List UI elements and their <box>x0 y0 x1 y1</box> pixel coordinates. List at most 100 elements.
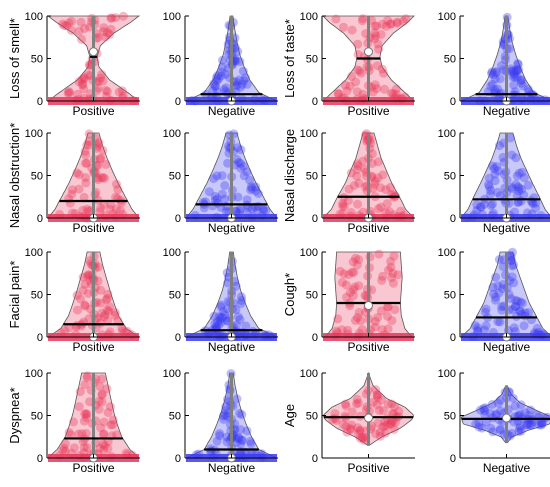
data-point <box>352 313 362 323</box>
data-point <box>111 192 121 202</box>
x-tick-label: Positive <box>72 104 114 118</box>
violin-panel-3: 0 50 100 Positive Loss of taste* <box>282 11 416 118</box>
data-point <box>98 145 108 155</box>
data-point <box>213 71 223 80</box>
data-point <box>101 159 111 169</box>
data-point <box>346 168 356 178</box>
data-point <box>247 184 257 193</box>
data-point <box>339 22 348 32</box>
data-point <box>506 251 516 261</box>
data-point <box>341 399 350 409</box>
data-point <box>372 390 382 400</box>
data-point <box>246 182 256 192</box>
data-point <box>230 81 240 91</box>
data-point <box>354 281 364 291</box>
y-tick-label: 50 <box>306 290 318 302</box>
data-point <box>355 433 365 443</box>
data-point <box>69 417 78 427</box>
data-point <box>85 256 95 266</box>
data-point <box>77 429 87 439</box>
data-point <box>76 294 85 304</box>
data-point <box>231 438 241 448</box>
median-marker <box>502 413 511 423</box>
data-point <box>376 395 386 405</box>
data-point <box>354 255 364 265</box>
data-point <box>333 314 343 324</box>
data-point <box>381 185 391 195</box>
data-point <box>353 199 362 209</box>
data-point <box>513 59 523 69</box>
x-tick-label: Positive <box>347 340 389 354</box>
data-point <box>211 81 221 91</box>
data-point <box>108 420 118 430</box>
y-tick-label: 100 <box>300 247 318 259</box>
data-point <box>219 414 229 424</box>
data-point <box>373 392 383 402</box>
data-point <box>384 265 393 275</box>
data-point <box>344 270 354 280</box>
data-point <box>60 325 70 335</box>
data-point <box>116 206 125 216</box>
data-point <box>80 300 90 310</box>
data-point <box>511 66 521 76</box>
data-point <box>96 153 106 163</box>
data-point <box>357 16 367 26</box>
data-point <box>236 439 246 449</box>
data-point <box>353 161 363 171</box>
data-point <box>60 439 70 449</box>
data-point <box>512 66 522 76</box>
data-point <box>333 89 343 99</box>
data-point <box>204 187 214 197</box>
data-point <box>514 168 524 178</box>
data-point <box>74 184 84 194</box>
data-point <box>216 313 226 323</box>
y-tick-label: 100 <box>163 247 181 259</box>
data-point <box>97 389 107 399</box>
data-point <box>340 411 350 421</box>
data-point <box>355 66 365 76</box>
data-point <box>81 178 91 188</box>
data-point <box>386 262 396 272</box>
data-point <box>494 288 504 298</box>
data-point <box>516 75 526 85</box>
data-point <box>392 18 402 28</box>
violin-panel-11: 0 50 100 Positive Cough* <box>282 247 415 354</box>
data-point <box>77 34 87 44</box>
data-point <box>493 166 503 176</box>
data-point <box>489 164 499 174</box>
data-point <box>341 401 351 411</box>
data-point <box>66 430 75 440</box>
data-point <box>96 73 106 83</box>
data-point <box>85 397 95 407</box>
x-tick-label: Positive <box>72 461 114 475</box>
y-tick-label: 100 <box>300 368 318 380</box>
data-point <box>222 268 232 278</box>
data-point <box>371 429 381 439</box>
data-point <box>523 84 533 94</box>
data-point <box>78 205 88 215</box>
y-tick-label: 50 <box>444 411 456 423</box>
data-point <box>81 150 91 160</box>
data-point <box>347 407 357 417</box>
data-point <box>102 87 112 96</box>
data-point <box>360 164 370 174</box>
data-point <box>242 426 252 436</box>
data-point <box>261 206 271 216</box>
data-point <box>488 282 498 292</box>
data-point <box>215 315 225 325</box>
data-point <box>209 311 219 321</box>
data-point <box>345 81 355 91</box>
data-point <box>383 399 393 409</box>
data-point <box>526 405 535 415</box>
data-point <box>232 320 241 330</box>
data-point <box>242 195 252 205</box>
data-point <box>380 421 390 431</box>
violin-panel-6: 0 50 100 Negative <box>163 128 278 235</box>
data-point <box>490 176 500 186</box>
data-point <box>236 292 246 302</box>
data-point <box>81 429 91 438</box>
y-tick-label: 50 <box>444 290 456 302</box>
data-point <box>251 186 261 196</box>
data-point <box>513 296 523 306</box>
data-point <box>376 30 386 39</box>
